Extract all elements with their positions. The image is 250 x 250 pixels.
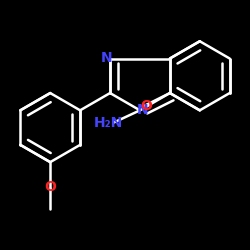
Text: H₂N: H₂N [93,116,122,130]
Text: N: N [136,103,148,117]
Text: N: N [101,50,112,64]
Text: O: O [140,99,152,113]
Text: O: O [44,180,56,194]
